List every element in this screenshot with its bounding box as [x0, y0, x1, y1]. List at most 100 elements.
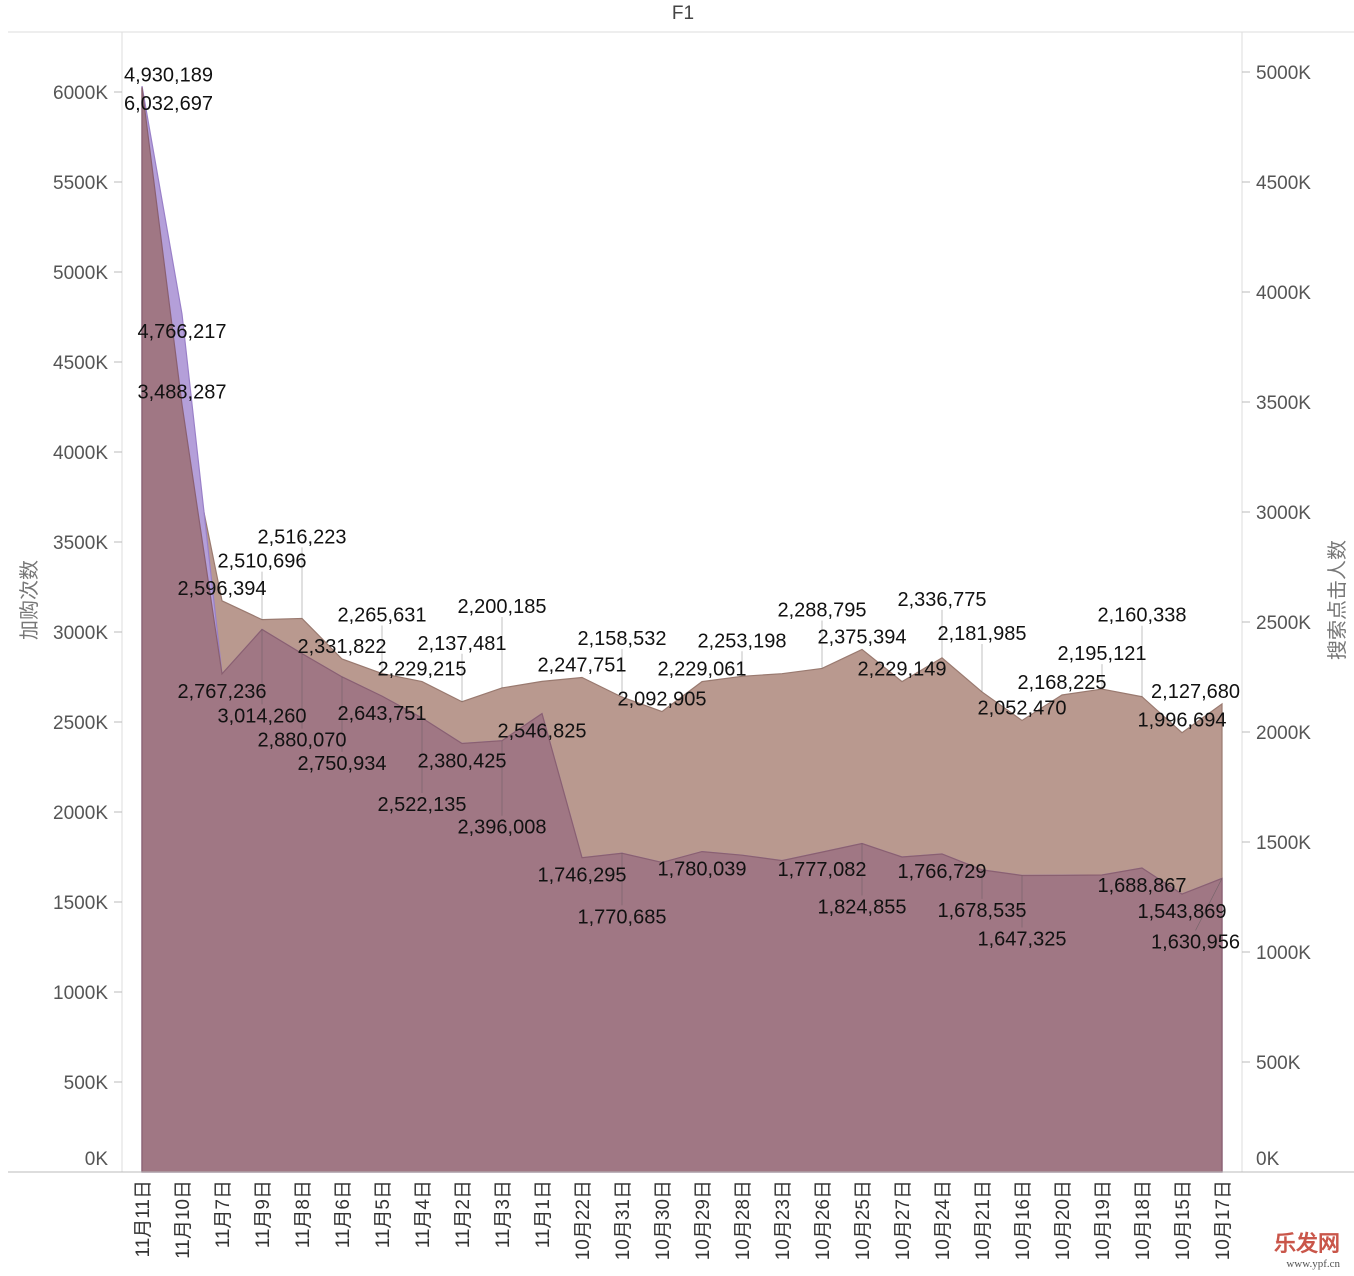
data-label: 2,092,905	[618, 689, 707, 711]
left-tick-label: 5500K	[53, 173, 108, 194]
x-tick-label: 11月4日	[413, 1180, 434, 1248]
left-tick-label: 4000K	[53, 443, 108, 464]
area-overlap	[141, 87, 1223, 1173]
data-label: 2,516,223	[258, 526, 347, 548]
x-tick-label: 11月2日	[453, 1180, 474, 1248]
x-tick-label: 11月5日	[373, 1180, 394, 1248]
left-tick-label: 0K	[85, 1149, 109, 1170]
x-tick-label: 10月22日	[573, 1180, 594, 1260]
data-label: 2,331,822	[298, 636, 387, 658]
data-label: 1,996,694	[1138, 710, 1227, 732]
x-tick-label: 10月27日	[893, 1180, 914, 1260]
data-label: 1,746,295	[538, 865, 627, 887]
watermark-logo: 乐发网 www.ypf.cn	[1273, 1231, 1340, 1270]
x-tick-label: 10月25日	[853, 1180, 874, 1260]
data-label: 2,195,121	[1058, 643, 1147, 665]
left-tick-label: 2000K	[53, 803, 108, 824]
data-label: 2,253,198	[698, 630, 787, 652]
x-tick-label: 10月19日	[1093, 1180, 1114, 1260]
x-tick-label: 10月18日	[1133, 1180, 1154, 1260]
x-tick-label: 11月7日	[213, 1180, 234, 1248]
data-label: 2,375,394	[818, 626, 907, 648]
data-label: 1,647,325	[978, 928, 1067, 950]
data-label: 6,032,697	[124, 93, 213, 115]
right-axis-title: 搜索点击人数	[1326, 540, 1349, 660]
data-label: 1,824,855	[818, 897, 907, 919]
label-leader-line	[1195, 878, 1223, 931]
x-tick-label: 10月23日	[773, 1180, 794, 1260]
x-tick-label: 10月16日	[1013, 1180, 1034, 1260]
data-label: 2,336,775	[898, 589, 987, 611]
x-tick-label: 10月31日	[613, 1180, 634, 1260]
data-label: 2,396,008	[458, 817, 547, 839]
data-label: 1,688,867	[1098, 875, 1187, 897]
data-label: 2,200,185	[458, 596, 547, 618]
data-label: 2,596,394	[178, 578, 267, 600]
left-tick-label: 1000K	[53, 983, 108, 1004]
data-label: 2,229,215	[378, 659, 467, 681]
x-tick-label: 11月3日	[493, 1180, 514, 1248]
right-tick-label: 500K	[1256, 1053, 1301, 1074]
x-tick-label: 10月28日	[733, 1180, 754, 1260]
data-label: 2,158,532	[578, 628, 667, 650]
left-tick-label: 5000K	[53, 263, 108, 284]
data-label: 2,137,481	[418, 633, 507, 655]
data-label: 2,643,751	[338, 703, 427, 725]
data-label: 2,880,070	[258, 730, 347, 752]
right-tick-label: 0K	[1256, 1149, 1280, 1170]
x-tick-label: 11月6日	[333, 1180, 354, 1248]
x-tick-label: 10月21日	[973, 1180, 994, 1260]
data-label: 1,543,869	[1138, 901, 1227, 923]
x-tick-label: 11月11日	[133, 1180, 154, 1257]
right-tick-label: 1500K	[1256, 833, 1311, 854]
data-label: 2,767,236	[178, 681, 267, 703]
right-tick-label: 3500K	[1256, 393, 1311, 414]
data-label: 2,522,135	[378, 794, 467, 816]
x-tick-label: 10月30日	[653, 1180, 674, 1260]
data-label: 1,678,535	[938, 900, 1027, 922]
right-tick-label: 4500K	[1256, 173, 1311, 194]
x-tick-label: 10月29日	[693, 1180, 714, 1260]
data-label: 4,766,217	[138, 321, 227, 343]
left-tick-label: 2500K	[53, 713, 108, 734]
data-label: 2,168,225	[1018, 672, 1107, 694]
left-tick-label: 6000K	[53, 83, 108, 104]
x-tick-label: 11月1日	[533, 1180, 554, 1248]
left-tick-label: 500K	[64, 1073, 109, 1094]
data-label: 2,052,470	[978, 697, 1067, 719]
data-label: 4,930,189	[124, 64, 213, 86]
left-tick-label: 3500K	[53, 533, 108, 554]
data-label: 2,127,680	[1151, 681, 1240, 703]
data-label: 2,247,751	[538, 654, 627, 676]
right-tick-label: 2500K	[1256, 613, 1311, 634]
data-label: 2,510,696	[218, 551, 307, 573]
chart-title: F1	[672, 3, 694, 24]
data-label: 2,181,985	[938, 623, 1027, 645]
left-tick-label: 1500K	[53, 893, 108, 914]
data-label: 2,380,425	[418, 751, 507, 773]
data-label: 1,777,082	[778, 859, 867, 881]
x-tick-label: 10月15日	[1173, 1180, 1194, 1260]
x-tick-label: 11月10日	[173, 1180, 194, 1259]
left-axis-title: 加购次数	[18, 560, 41, 640]
data-label: 2,229,149	[858, 659, 947, 681]
x-tick-label: 10月17日	[1213, 1180, 1234, 1260]
data-label: 2,288,795	[778, 599, 867, 621]
data-label: 2,160,338	[1098, 605, 1187, 627]
left-tick-label: 3000K	[53, 623, 108, 644]
data-label: 3,014,260	[218, 705, 307, 727]
right-tick-label: 5000K	[1256, 63, 1311, 84]
right-tick-label: 2000K	[1256, 723, 1311, 744]
data-label: 1,780,039	[658, 859, 747, 881]
data-label: 2,229,061	[658, 659, 747, 681]
right-tick-label: 4000K	[1256, 283, 1311, 304]
data-label: 3,488,287	[138, 382, 227, 404]
x-tick-label: 10月26日	[813, 1180, 834, 1260]
x-tick-label: 11月8日	[293, 1180, 314, 1248]
x-tick-label: 11月9日	[253, 1180, 274, 1248]
right-tick-label: 3000K	[1256, 503, 1311, 524]
data-label: 2,750,934	[298, 753, 387, 775]
data-label: 1,766,729	[898, 861, 987, 883]
data-label: 1,770,685	[578, 906, 667, 928]
data-label: 2,546,825	[498, 721, 587, 743]
